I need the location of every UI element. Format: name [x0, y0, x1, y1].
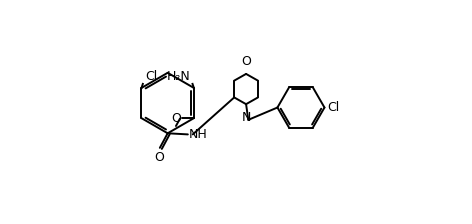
- Text: O: O: [241, 55, 251, 68]
- Text: NH: NH: [189, 128, 208, 141]
- Text: Cl: Cl: [145, 70, 157, 84]
- Text: O: O: [154, 151, 164, 164]
- Text: Cl: Cl: [327, 101, 339, 114]
- Text: N: N: [241, 111, 251, 124]
- Text: O: O: [171, 112, 181, 125]
- Text: H₂N: H₂N: [167, 70, 191, 84]
